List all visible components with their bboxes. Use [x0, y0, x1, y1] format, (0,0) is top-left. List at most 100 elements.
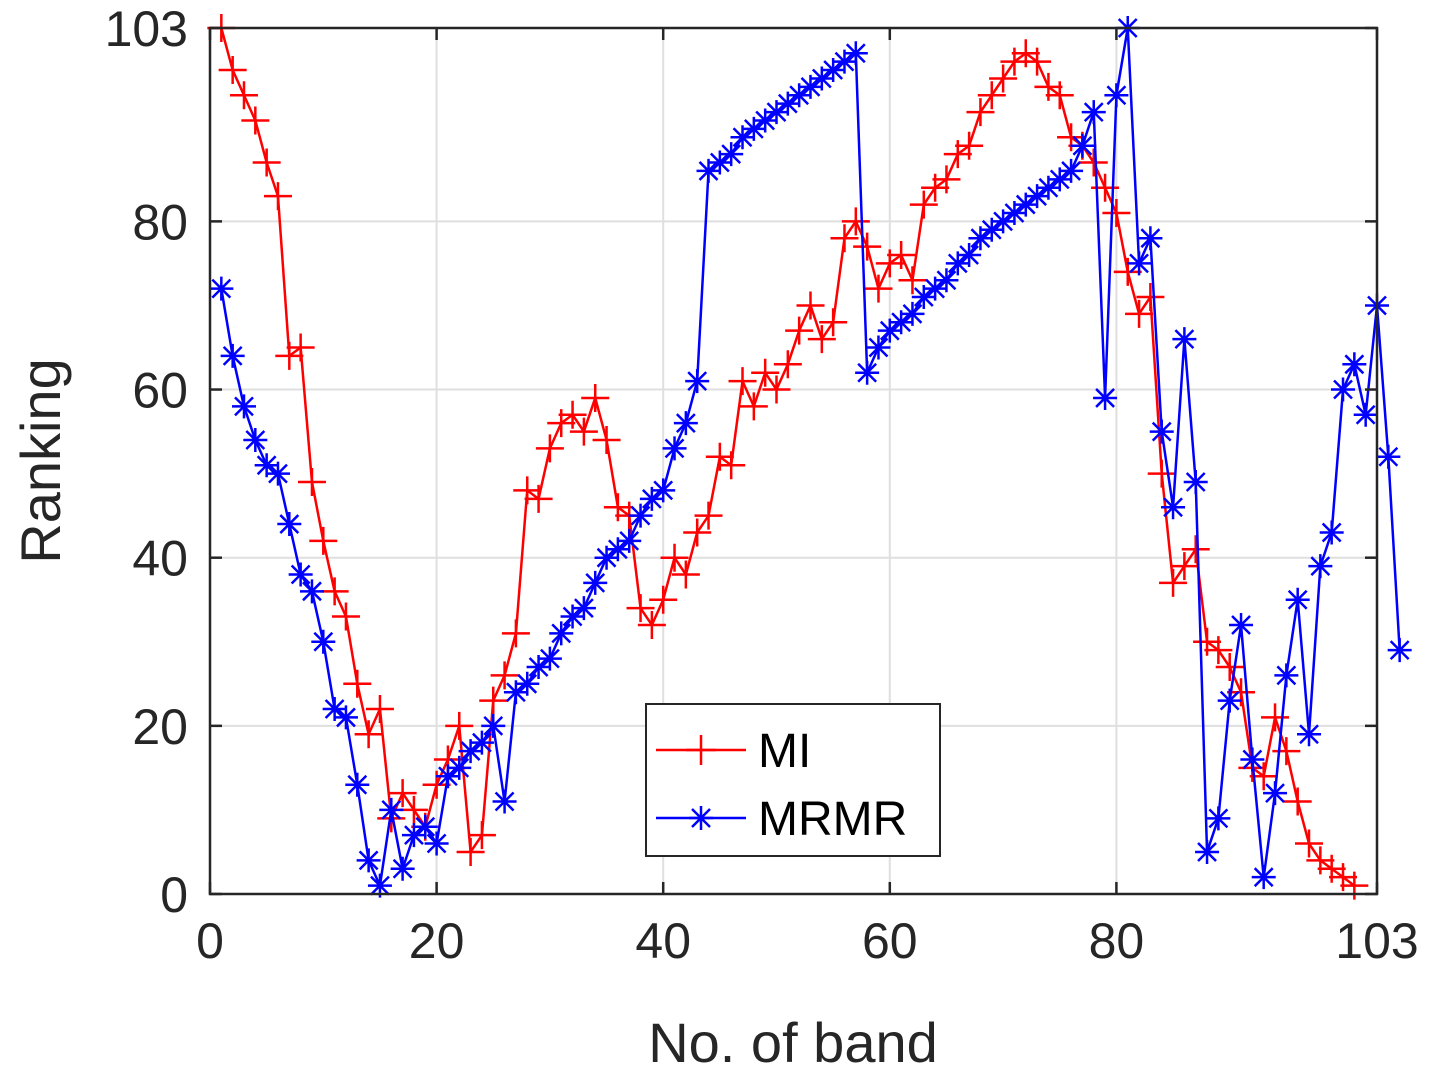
data-point-mrmr	[220, 343, 245, 368]
data-point-mrmr	[1229, 612, 1254, 637]
data-point-mrmr	[957, 243, 982, 268]
data-point-mrmr	[1342, 352, 1367, 377]
legend-mrmr-marker	[689, 806, 713, 830]
data-point-mrmr	[333, 705, 358, 730]
data-point-mi	[1147, 459, 1176, 488]
data-point-mrmr	[832, 49, 857, 74]
data-point-mrmr	[673, 411, 698, 436]
x-tick-label: 60	[862, 913, 918, 969]
data-point-mrmr	[866, 335, 891, 360]
data-point-mi	[252, 148, 281, 177]
data-point-mi	[762, 375, 791, 404]
data-point-mrmr	[367, 873, 392, 898]
data-point-mi	[864, 274, 893, 303]
data-point-mrmr	[1376, 444, 1401, 469]
data-point-mrmr	[571, 596, 596, 621]
series-mrmr	[209, 16, 1412, 898]
data-point-mrmr	[1059, 158, 1084, 183]
data-point-mrmr	[424, 831, 449, 856]
legend-mi-label: MI	[758, 725, 811, 778]
data-point-mi	[1136, 283, 1165, 312]
data-point-mrmr	[1251, 865, 1276, 890]
y-tick-label: 20	[132, 699, 188, 755]
data-point-mi	[592, 425, 621, 454]
legend-item-mi: MI	[656, 725, 811, 778]
data-point-mrmr	[299, 579, 324, 604]
data-point-mrmr	[594, 545, 619, 570]
data-point-mrmr	[617, 528, 642, 553]
data-point-mi	[263, 182, 292, 211]
data-point-mrmr	[923, 276, 948, 301]
data-point-mi	[1079, 148, 1108, 177]
data-point-mrmr	[719, 142, 744, 167]
data-point-mrmr	[1127, 251, 1152, 276]
legend-mi-marker	[686, 735, 716, 765]
data-point-mrmr	[277, 512, 302, 537]
data-point-mrmr	[991, 209, 1016, 234]
x-tick-label: 0	[196, 913, 224, 969]
data-point-mi	[955, 131, 984, 160]
data-point-mi	[977, 81, 1006, 110]
data-point-mrmr	[1013, 192, 1038, 217]
data-point-mrmr	[1285, 587, 1310, 612]
data-point-mrmr	[1070, 133, 1095, 158]
data-point-mrmr	[877, 318, 902, 343]
data-point-mrmr	[288, 562, 313, 587]
data-point-mrmr	[605, 537, 630, 562]
data-point-mi	[229, 81, 258, 110]
data-point-mi	[1181, 535, 1210, 564]
data-point-mi	[1283, 787, 1312, 816]
data-point-mi	[218, 56, 247, 85]
data-point-mrmr	[1274, 663, 1299, 688]
data-point-mi	[717, 451, 746, 480]
data-point-mrmr	[764, 100, 789, 125]
legend-mrmr-label: MRMR	[758, 793, 907, 846]
data-point-mi	[365, 695, 394, 724]
data-point-mi	[739, 392, 768, 421]
data-point-mi	[524, 484, 553, 513]
data-point-mi	[898, 266, 927, 295]
data-point-mrmr	[945, 251, 970, 276]
data-point-mi	[807, 325, 836, 354]
data-point-mi	[1125, 299, 1154, 328]
data-point-mrmr	[968, 226, 993, 251]
data-point-mrmr	[1002, 200, 1027, 225]
data-point-mi	[1215, 652, 1244, 681]
data-point-mi	[1261, 703, 1290, 732]
data-point-mi	[581, 383, 610, 412]
data-point-mrmr	[515, 671, 540, 696]
data-point-mi	[354, 720, 383, 749]
data-point-mrmr	[1183, 470, 1208, 495]
y-tick-labels: 0 20 40 60 80 103	[105, 1, 188, 923]
data-point-mi	[1295, 829, 1324, 858]
data-point-mrmr	[1093, 385, 1118, 410]
data-point-mrmr	[696, 158, 721, 183]
data-point-mi	[558, 400, 587, 429]
data-point-mrmr	[1081, 100, 1106, 125]
data-point-mi	[841, 207, 870, 236]
data-point-mrmr	[322, 697, 347, 722]
data-point-mi	[456, 837, 485, 866]
grid	[210, 28, 1377, 894]
data-point-mi	[331, 602, 360, 631]
x-tick-label: 20	[409, 913, 465, 969]
data-point-mrmr	[1297, 722, 1322, 747]
data-point-mi	[728, 367, 757, 396]
data-point-mi	[830, 224, 859, 253]
y-tick-label: 60	[132, 363, 188, 419]
data-point-mi	[989, 64, 1018, 93]
data-point-mrmr	[1387, 638, 1412, 663]
data-point-mi	[649, 585, 678, 614]
data-point-mrmr	[1149, 419, 1174, 444]
data-point-mi	[1102, 198, 1131, 227]
data-point-mrmr	[492, 789, 517, 814]
data-point-mi	[671, 560, 700, 589]
data-point-mrmr	[356, 848, 381, 873]
data-point-mrmr	[1240, 747, 1265, 772]
data-point-mrmr	[707, 150, 732, 175]
data-point-mi	[309, 526, 338, 555]
data-point-mrmr	[1331, 377, 1356, 402]
data-point-mi	[445, 711, 474, 740]
data-point-mi	[1204, 636, 1233, 665]
data-point-mi	[1170, 552, 1199, 581]
